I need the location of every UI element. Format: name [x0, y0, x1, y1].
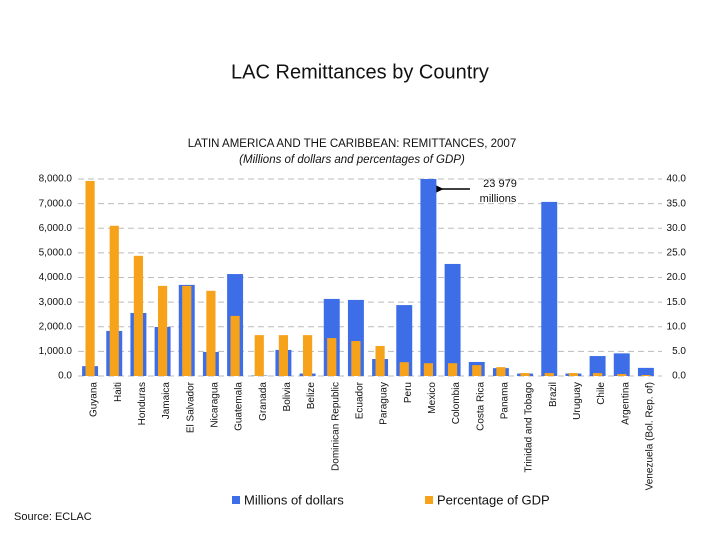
x-tick-label: Venezuela (Bol. Rep. of): [645, 382, 656, 490]
bar: [589, 356, 606, 376]
bar: [396, 305, 413, 376]
annotation: millions: [480, 193, 517, 205]
y-tick-label: 3,000.0: [39, 297, 73, 308]
bar: [85, 180, 95, 376]
y2-tick-label: 25.0: [667, 248, 687, 259]
bar: [613, 353, 630, 376]
bar: [544, 373, 554, 376]
legend-label: Millions of dollars: [244, 492, 344, 507]
bar: [278, 335, 289, 376]
x-tick-label: Chile: [596, 382, 607, 405]
y2-tick-label: 40.0: [667, 174, 687, 185]
bar: [423, 363, 434, 376]
y2-tick-label: 5.0: [672, 346, 686, 357]
x-tick-label: Belize: [306, 382, 317, 410]
x-tick-label: Ecuador: [355, 381, 366, 419]
y2-tick-label: 10.0: [667, 321, 687, 332]
bar: [375, 345, 385, 376]
source: Source: ECLAC: [14, 511, 92, 523]
bar: [327, 338, 337, 376]
bar: [230, 315, 240, 376]
bar: [109, 225, 119, 376]
x-tick-label: Jamaica: [161, 382, 172, 420]
bar: [496, 367, 506, 376]
bar: [182, 285, 192, 376]
bar: [541, 201, 558, 376]
y-tick-label: 1,000.0: [39, 346, 73, 357]
bar: [133, 255, 144, 376]
bar: [637, 367, 654, 376]
x-tick-label: Haiti: [113, 382, 124, 402]
x-tick-label: Dominican Republic: [330, 382, 341, 471]
bar: [641, 375, 651, 376]
bar: [302, 335, 313, 376]
y-tick-label: 2,000.0: [39, 321, 73, 332]
bar: [472, 365, 482, 376]
bar: [420, 179, 437, 376]
bar: [617, 374, 627, 376]
y-tick-label: 4,000.0: [39, 272, 73, 283]
bar: [444, 263, 461, 376]
bar: [520, 373, 530, 376]
x-tick-label: Guatemala: [234, 382, 245, 431]
bar: [157, 285, 168, 376]
y2-tick-label: 30.0: [667, 223, 687, 234]
x-tick-label: Paraguay: [379, 382, 390, 425]
chart-title: LAC Remittances by Country: [231, 61, 489, 83]
legend-swatch: [232, 496, 240, 504]
x-tick-label: Argentina: [620, 382, 631, 425]
x-tick-label: Trinidad and Tobago: [524, 382, 535, 473]
x-tick-label: Uruguay: [572, 382, 583, 420]
x-tick-label: Costa Rica: [475, 382, 486, 431]
annotation: 23 979: [483, 178, 517, 190]
x-tick-label: Peru: [403, 382, 414, 403]
legend-swatch: [425, 496, 433, 504]
bar: [254, 335, 264, 376]
x-tick-label: Bolivia: [282, 382, 293, 412]
x-tick-label: Panama: [500, 382, 511, 420]
bar: [399, 362, 409, 376]
y2-tick-label: 15.0: [667, 297, 687, 308]
y-tick-label: 5,000.0: [39, 248, 73, 259]
bar: [206, 290, 216, 376]
y-tick-label: 6,000.0: [39, 223, 73, 234]
y-tick-label: 7,000.0: [39, 198, 73, 209]
y-tick-label: 0.0: [58, 371, 72, 382]
bar: [592, 373, 603, 376]
x-tick-label: Guyana: [89, 382, 100, 417]
x-tick-label: Granada: [258, 382, 269, 421]
x-tick-label: Honduras: [137, 382, 148, 425]
x-tick-label: Colombia: [451, 382, 462, 425]
y-tick-label: 8,000.0: [39, 174, 73, 185]
x-tick-label: Mexico: [427, 382, 438, 414]
x-tick-label: Nicaragua: [210, 382, 221, 428]
bar: [568, 373, 579, 376]
x-tick-label: Brazil: [548, 382, 559, 407]
bar: [351, 341, 361, 376]
bar: [447, 363, 458, 376]
chart-subtitle: LATIN AMERICA AND THE CARIBBEAN: REMITTA…: [188, 138, 516, 150]
y2-tick-label: 20.0: [667, 272, 687, 283]
x-tick-label: El Salvador: [185, 381, 196, 433]
y2-tick-label: 0.0: [672, 371, 686, 382]
chart-note: (Millions of dollars and percentages of …: [239, 154, 465, 166]
legend-label: Percentage of GDP: [437, 492, 550, 507]
y2-tick-label: 35.0: [667, 198, 687, 209]
